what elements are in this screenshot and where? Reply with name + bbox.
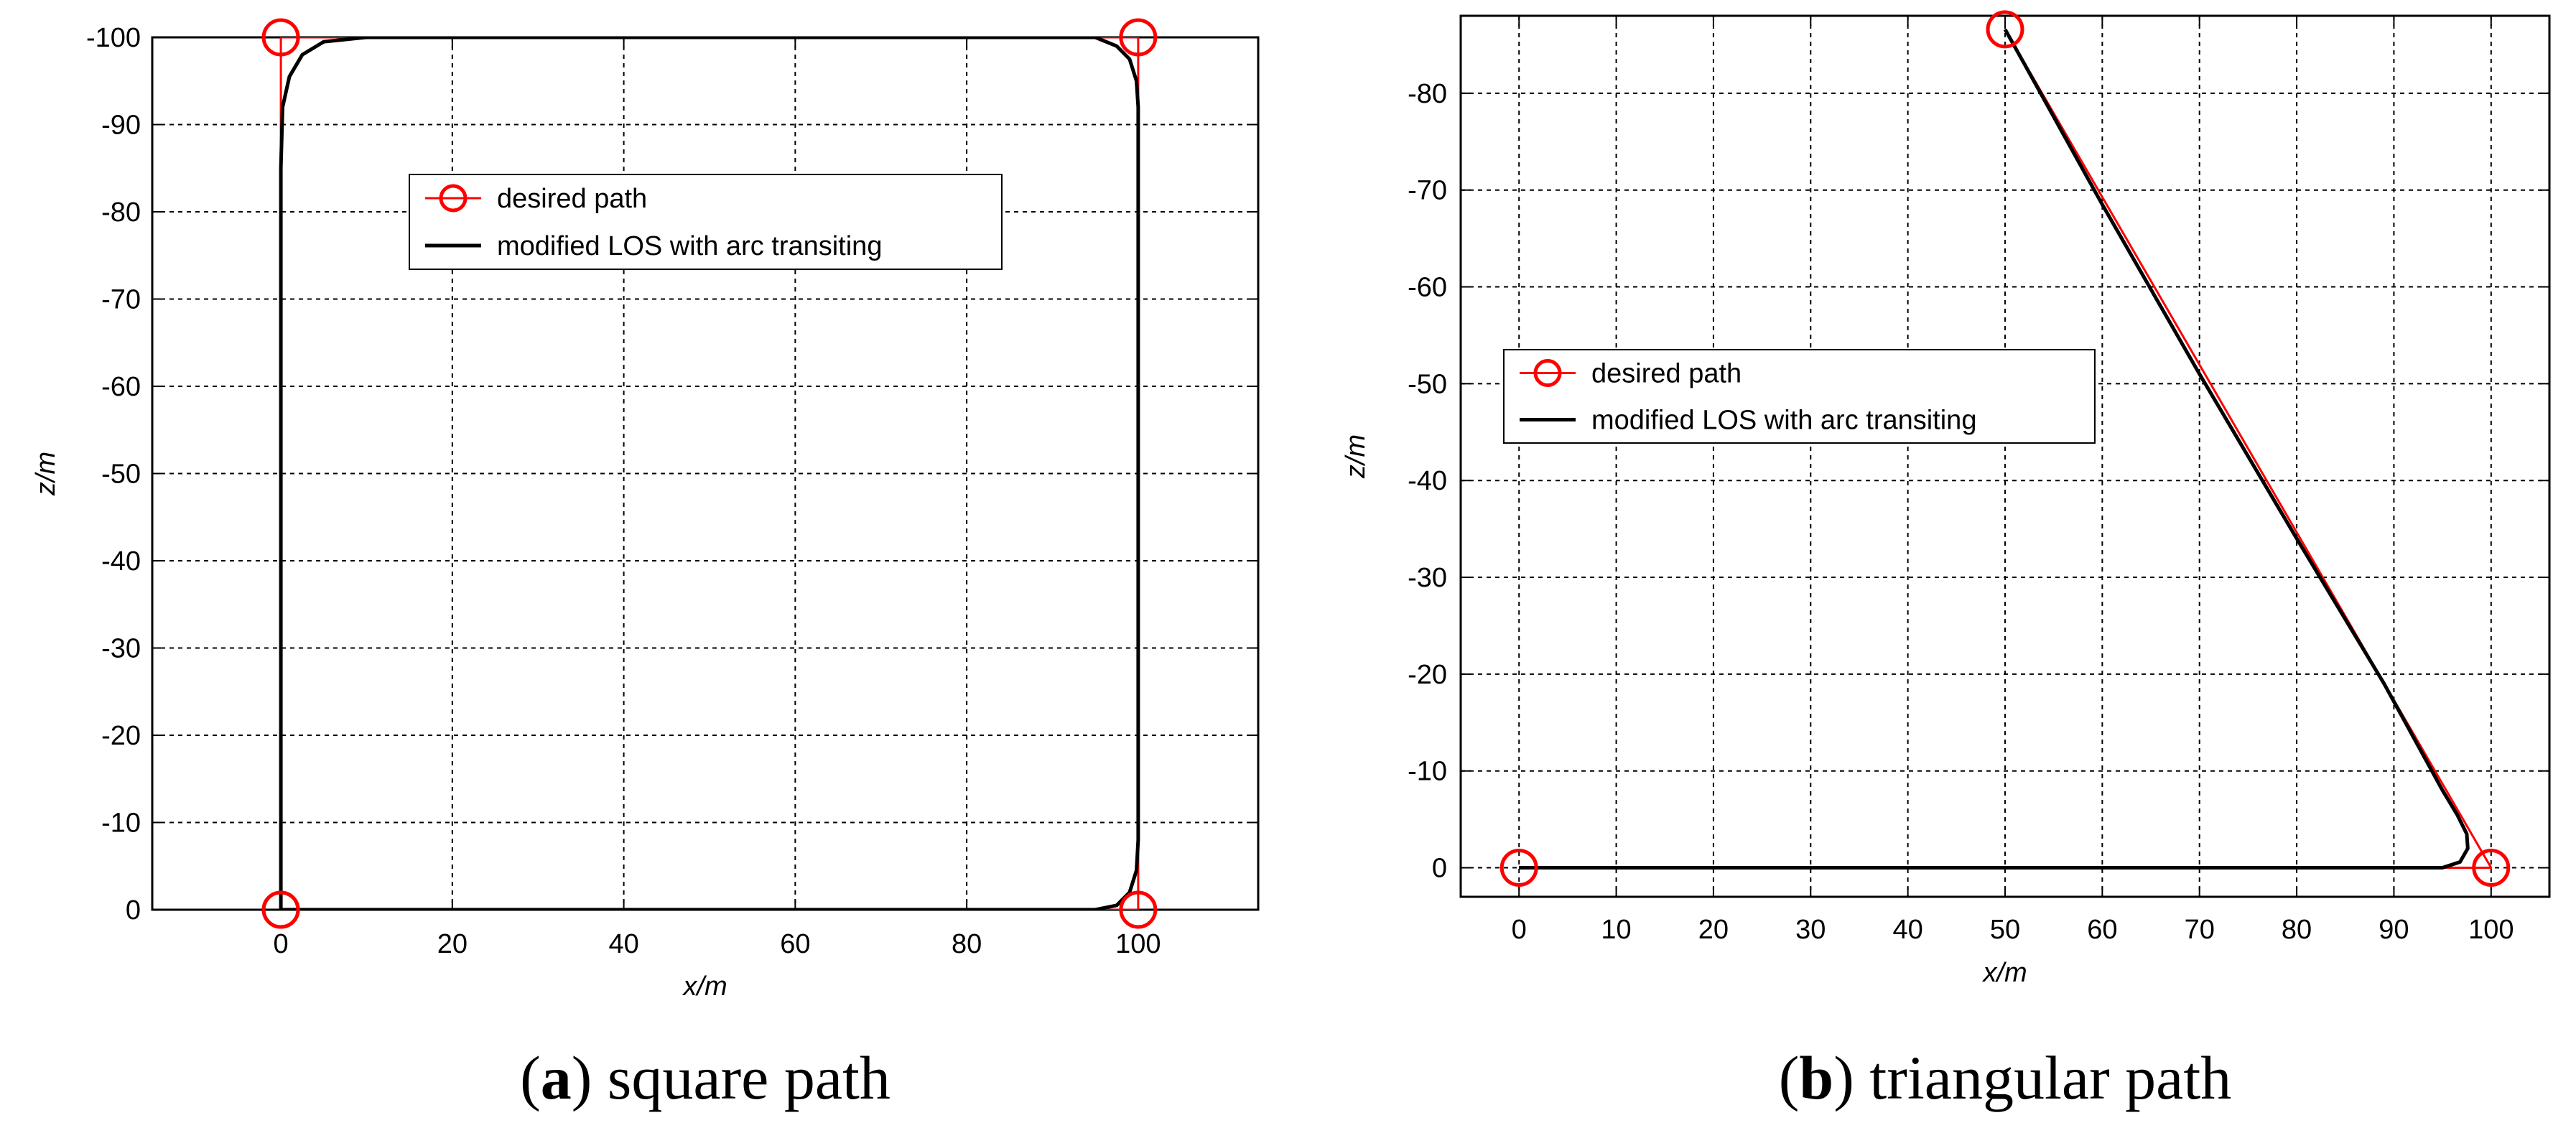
y-tick-label: -50 (101, 460, 141, 490)
legend-label: modified LOS with arc transiting (497, 231, 882, 261)
panel-caption: (b) triangular path (1779, 1043, 2232, 1112)
legend-box (1503, 349, 2096, 444)
legend-label: desired path (1591, 359, 1742, 389)
desired-path-marker (1119, 18, 1158, 57)
y-tick-label: -40 (1408, 466, 1447, 496)
x-tick-label: 50 (1990, 915, 2020, 945)
y-tick-label: -50 (1408, 369, 1447, 399)
x-tick-label: 40 (608, 929, 638, 959)
x-tick-label: 100 (2468, 915, 2514, 945)
series-group (1519, 28, 2493, 870)
legend-marker (1533, 359, 1562, 387)
x-tick-label: 70 (2185, 915, 2215, 945)
y-tick-label: -80 (101, 197, 141, 228)
y-tick-label: -30 (101, 634, 141, 664)
y-tick-label: -60 (1408, 273, 1447, 303)
y-tick-label: -10 (101, 808, 141, 839)
y-tick-label: -60 (101, 372, 141, 402)
y-tick-label: 0 (1432, 854, 1447, 884)
desired-path-marker (261, 890, 300, 929)
x-axis-label: x/m (682, 971, 727, 1002)
x-tick-label: 60 (780, 929, 810, 959)
desired-path-marker (1499, 849, 1538, 887)
desired-path-marker (1119, 890, 1158, 929)
x-tick-label: 20 (437, 929, 468, 959)
legend-label: modified LOS with arc transiting (1591, 406, 1976, 436)
series-line-modified-los (1519, 28, 2470, 870)
y-tick-label: -70 (101, 285, 141, 315)
x-tick-label: 80 (952, 929, 982, 959)
chart-panel-a: 0 20 40 60 80 100-100-90-80-70-60-50-40-30-20… (31, 18, 1260, 1112)
x-tick-label: 10 (1601, 915, 1631, 945)
y-tick-label: -90 (101, 111, 141, 141)
x-tick-label: 0 (273, 929, 288, 959)
y-tick-label: -30 (1408, 563, 1447, 593)
x-tick-label: 60 (2087, 915, 2117, 945)
legend-marker (439, 184, 468, 213)
x-tick-label: 90 (2379, 915, 2409, 945)
y-tick-label: -20 (1408, 660, 1447, 690)
y-tick-label: -70 (1408, 176, 1447, 206)
chart-panel-b: 0 10 20 30 40 50 60 70 80 90 100 -80 -70 -60 -50 -40 -30… (1341, 10, 2551, 1112)
x-tick-label: 40 (1893, 915, 1923, 945)
y-tick-label: -100 (86, 23, 141, 53)
x-tick-label: 80 (2282, 915, 2312, 945)
x-tick-label: 100 (1115, 929, 1161, 959)
desired-path-marker (261, 18, 300, 57)
x-tick-label: 20 (1698, 915, 1729, 945)
y-axis-label: z/m (31, 452, 61, 496)
y-tick-label: -10 (1408, 757, 1447, 787)
legend-label: desired path (497, 184, 647, 214)
y-tick-label: -20 (101, 721, 141, 751)
desired-path-marker (2472, 849, 2511, 887)
x-axis-label: x/m (1981, 958, 2027, 988)
y-axis-label: z/m (1341, 434, 1371, 479)
x-tick-label: 30 (1795, 915, 1826, 945)
desired-path-marker (1986, 10, 2024, 49)
y-tick-label: -40 (101, 546, 141, 577)
legend-box (409, 174, 1003, 270)
y-tick-label: 0 (126, 895, 141, 926)
panel-caption: (a) square path (520, 1043, 891, 1112)
y-tick-label: -80 (1408, 79, 1447, 109)
x-tick-label: 0 (1512, 915, 1527, 945)
